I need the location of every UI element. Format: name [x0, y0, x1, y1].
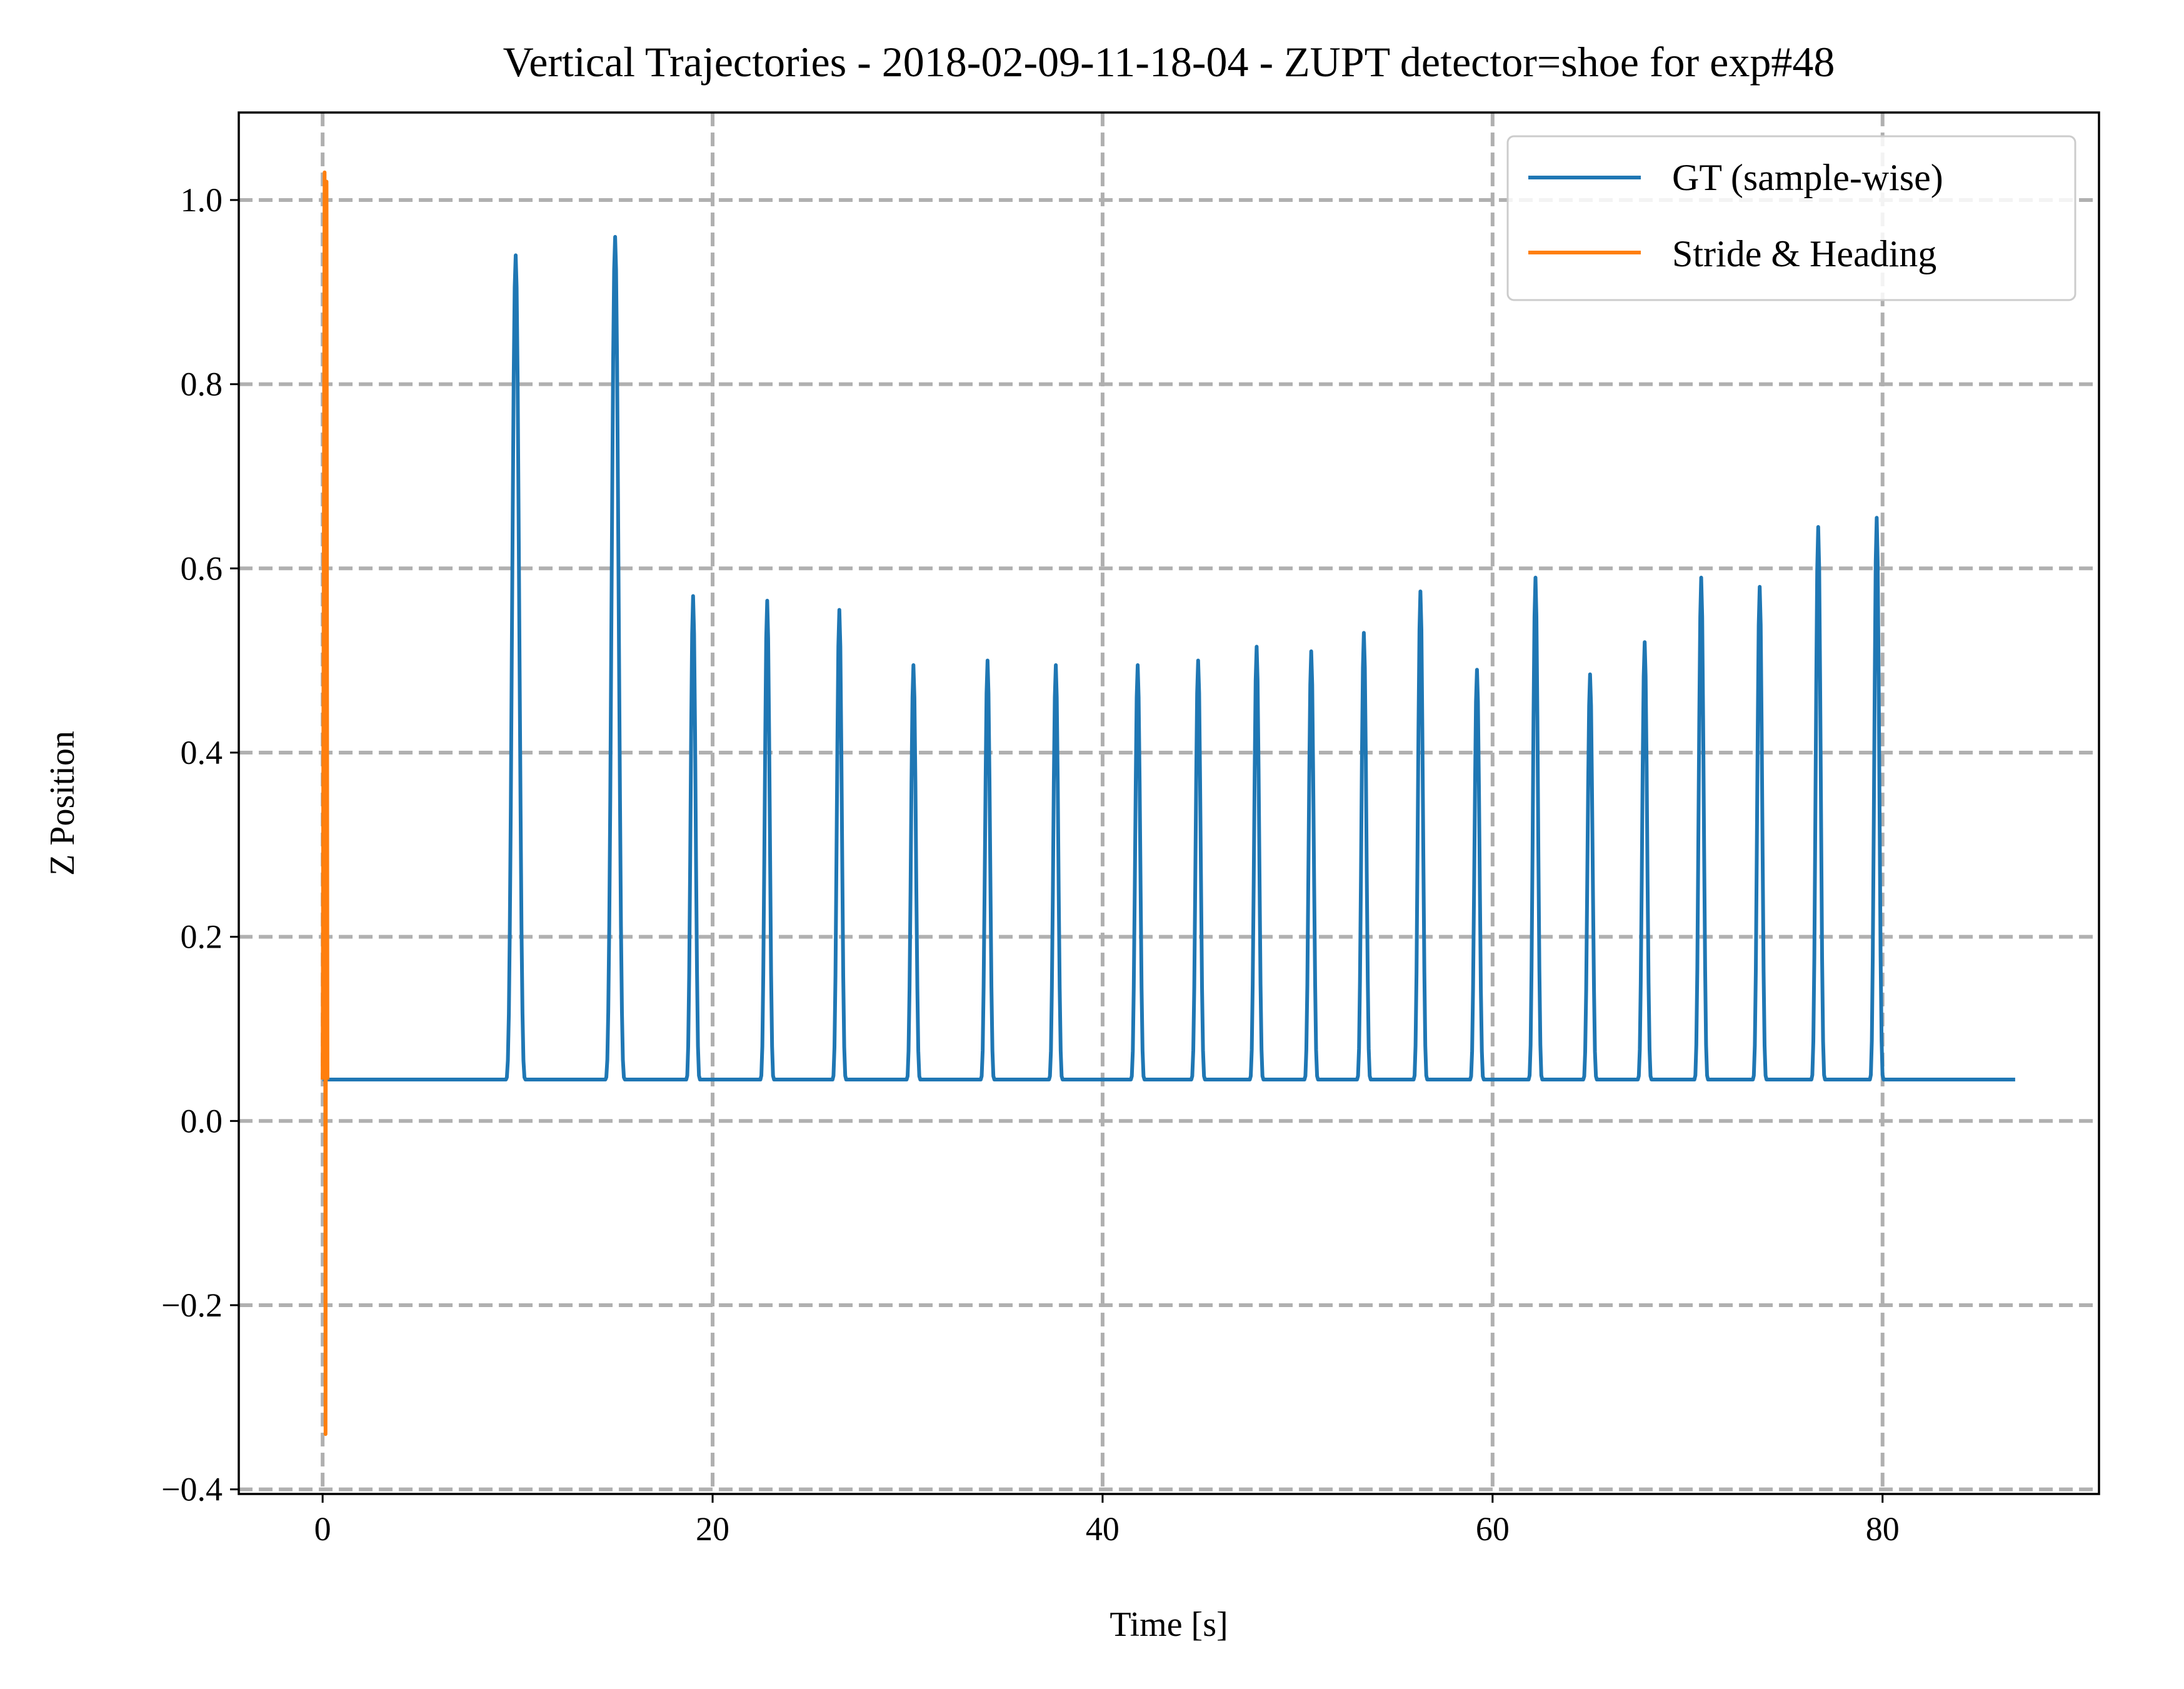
y-tick-label-6: 0.8 — [181, 366, 223, 403]
series-line-gt — [321, 234, 2016, 1081]
y-tick-label-0: −0.4 — [161, 1471, 223, 1508]
series-line-stride-heading — [321, 170, 329, 1436]
y-tick-label-7: 1.0 — [181, 181, 223, 219]
x-tick-label-1: 20 — [696, 1510, 729, 1548]
y-axis-label: Z Position — [43, 731, 82, 876]
plot-area — [321, 170, 2016, 1436]
legend: GT (sample-wise) Stride & Heading — [1506, 135, 2076, 301]
x-tick-label-2: 40 — [1086, 1510, 1120, 1548]
y-tick-label-3: 0.2 — [181, 918, 223, 956]
ticks: 0 20 40 60 80 −0.4 −0.2 0.0 0.2 0.4 0.6 0.8 1.0 — [161, 181, 1900, 1548]
grid — [239, 113, 2099, 1494]
legend-label-stride: Stride & Heading — [1672, 233, 1936, 274]
chart-title: Vertical Trajectories - 2018-02-09-11-18… — [503, 38, 1835, 86]
y-tick-label-5: 0.6 — [181, 549, 223, 587]
x-tick-label-4: 80 — [1866, 1510, 1900, 1548]
y-tick-label-1: −0.2 — [161, 1286, 223, 1324]
y-tick-label-2: 0.0 — [181, 1102, 223, 1140]
x-tick-label-3: 60 — [1476, 1510, 1510, 1548]
y-tick-label-4: 0.4 — [181, 734, 223, 771]
legend-label-gt: GT (sample-wise) — [1672, 157, 1943, 198]
axes-frame — [238, 111, 2100, 1495]
legend-box — [1506, 135, 2076, 301]
x-tick-label-0: 0 — [314, 1510, 331, 1548]
x-axis-label: Time [s] — [1110, 1605, 1228, 1644]
